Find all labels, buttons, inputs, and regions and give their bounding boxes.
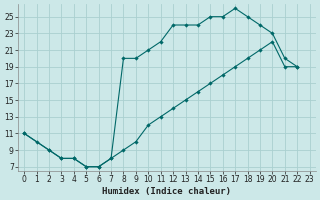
X-axis label: Humidex (Indice chaleur): Humidex (Indice chaleur) (102, 187, 231, 196)
